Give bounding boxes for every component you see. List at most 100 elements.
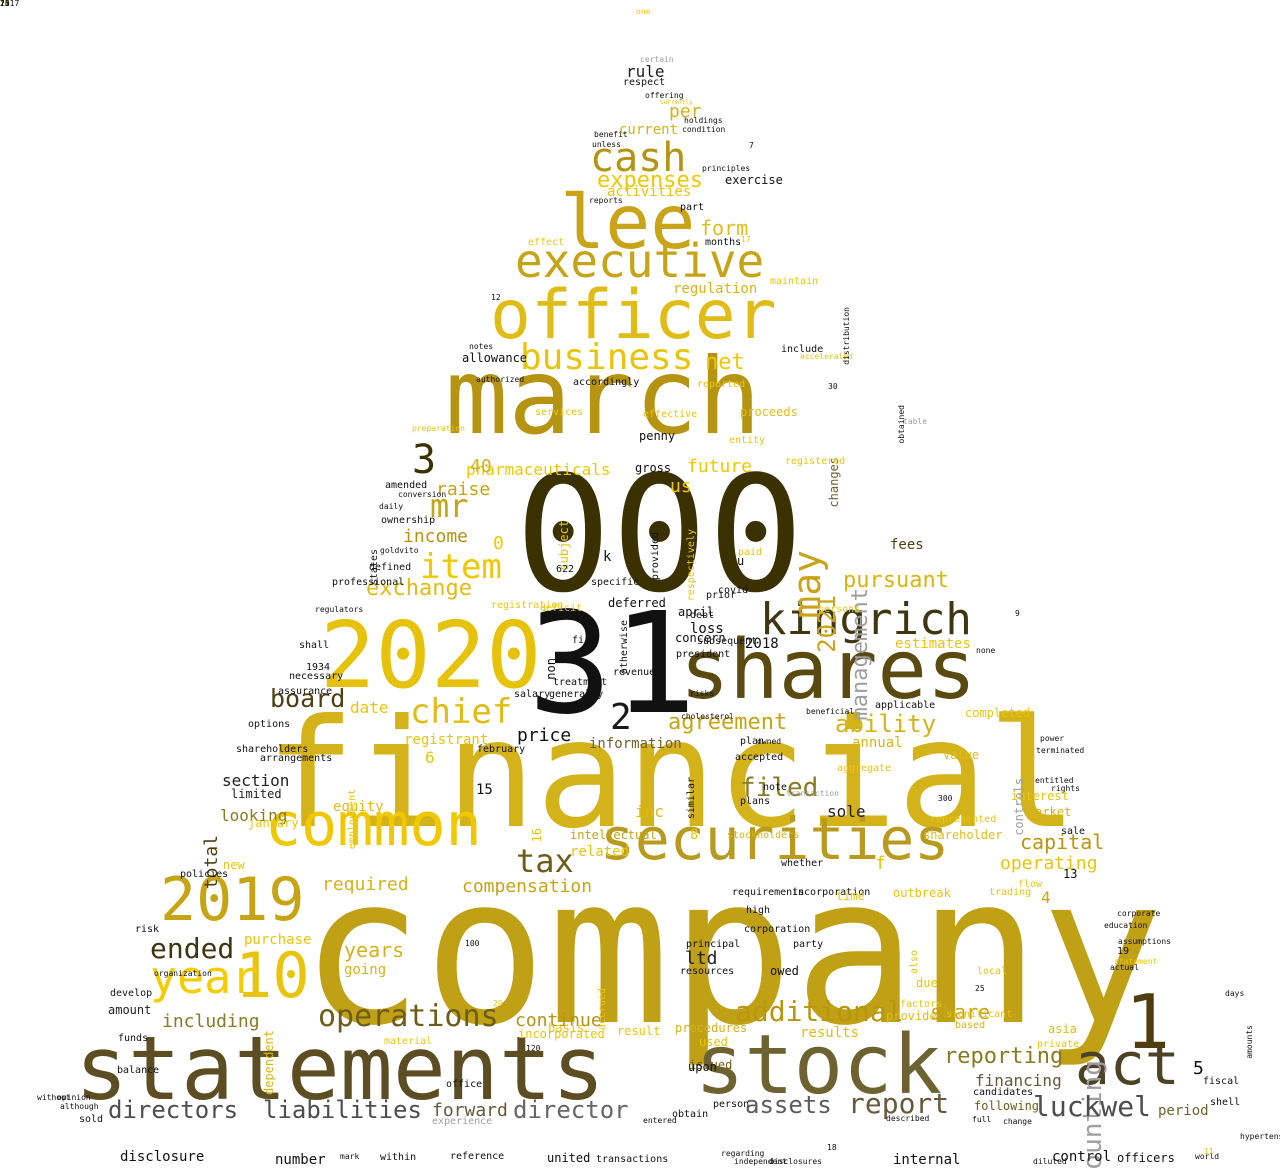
word-annual: annual [852, 735, 903, 751]
word-terminated: terminated [1036, 746, 1085, 755]
word-owned: owned [757, 737, 782, 746]
word-statements: statements [75, 1017, 605, 1120]
word-rule: rule [626, 62, 665, 81]
word-assurance: assurance [278, 686, 333, 697]
word-trading: trading [989, 887, 1032, 898]
word-value: value [943, 748, 980, 762]
word-incorporated: incorporated [518, 1027, 605, 1041]
word-date: date [350, 698, 389, 717]
word-regarding: regarding [721, 1149, 765, 1158]
word-act: act [1075, 1030, 1180, 1098]
word-including: including [162, 1011, 260, 1032]
word-entity: entity [729, 435, 766, 446]
word-benefit: benefit [594, 130, 628, 139]
word-principles: principles [702, 164, 751, 173]
word-deficit: deficit [540, 603, 583, 614]
word-000: 000 [515, 441, 804, 628]
word-ltd: ltd [685, 948, 718, 969]
word-provided: provided [650, 532, 661, 581]
word-net: net [705, 350, 745, 375]
word-share: share [930, 1000, 991, 1024]
word-2017: 2017 [0, 0, 20, 8]
word-applicable: applicable [875, 700, 936, 711]
word-activities: activities [607, 184, 692, 200]
word-power: power [1040, 734, 1065, 743]
word-prior: prior [706, 590, 737, 601]
word-k: k [603, 549, 612, 565]
word-disclosures: disclosures [769, 1157, 822, 1166]
word-kingrich: kingrich [760, 594, 972, 645]
word-information: information [589, 736, 682, 752]
word-offering: offering [645, 91, 684, 100]
word-cholesterol: cholesterol [681, 712, 734, 721]
word-debt: debt [690, 610, 715, 621]
word-2020: 2020 [320, 602, 542, 709]
word-provide: provide [886, 1009, 937, 1023]
word-1934: 1934 [306, 662, 331, 673]
word-private: private [1037, 1039, 1080, 1050]
word-300: 300 [938, 794, 953, 803]
word-notes: notes [469, 342, 494, 351]
word-75: 75 [0, 0, 10, 8]
word-financing: financing [975, 1071, 1062, 1090]
word-intellectual: intellectual [570, 828, 657, 842]
word-unless: unless [592, 140, 621, 149]
word-mark: mark [340, 1152, 360, 1161]
word-2: 2 [610, 697, 632, 738]
word-17: 17 [741, 235, 751, 244]
word-penny: penny [639, 429, 676, 443]
word-principal: principal [686, 939, 741, 950]
word-outbreak: outbreak [893, 886, 951, 900]
word-assets: assets [745, 1091, 832, 1119]
word-change: change [1003, 1117, 1032, 1126]
word-party: party [793, 939, 824, 950]
word-going: going [344, 962, 387, 978]
word-compensation: compensation [462, 876, 593, 897]
word-additional: additional [735, 995, 904, 1028]
word-salary: salary [514, 689, 551, 700]
word-forward: forward [432, 1100, 508, 1121]
word-reported: reported [697, 379, 746, 390]
word-employment: employment [347, 789, 358, 850]
word-exercise: exercise [725, 173, 783, 187]
word-february: february [477, 744, 526, 755]
word-stock: stock [695, 1018, 942, 1113]
word-represented: represented [930, 814, 997, 825]
word-14: 14 [0, 0, 10, 8]
word-fiscal: fiscal [1203, 1076, 1240, 1087]
word-procedures: procedures [675, 1021, 748, 1035]
word-obtained: obtained [897, 405, 906, 444]
word-amounts: amounts [1245, 1025, 1254, 1059]
word-candidates: candidates [973, 1087, 1034, 1098]
word-year: year [150, 951, 259, 1004]
word-months: months [705, 237, 742, 248]
word-concern: concern [675, 631, 726, 645]
word-ii: ii [0, 0, 10, 8]
word-common: common [265, 790, 482, 860]
word-risk: risk [135, 924, 160, 935]
word-control: control [1052, 1149, 1112, 1165]
word-persons: persons [818, 604, 861, 615]
word-continue: continue [515, 1010, 602, 1031]
word-period: period [1158, 1103, 1209, 1119]
word-non: non [544, 658, 558, 680]
word-sole: sole [827, 802, 866, 821]
word-otherwise: otherwise [619, 620, 630, 675]
word-entered: entered [643, 1116, 677, 1125]
word-sale: sale [1061, 826, 1086, 837]
word-accepted: accepted [735, 752, 784, 763]
word-corporation: corporation [744, 924, 811, 935]
word-options: options [248, 719, 291, 730]
word-officer: officer [490, 276, 777, 355]
word-years: years [344, 938, 405, 962]
word-regulators: regulators [315, 605, 364, 614]
word-9: 9 [1015, 609, 1020, 618]
word-100: 100 [465, 939, 480, 948]
word-result: result [617, 1024, 661, 1038]
word-requirements: requirements [732, 887, 805, 898]
word-120: 120 [526, 1044, 541, 1053]
word-f: f [875, 853, 886, 874]
word-current: current [619, 122, 679, 138]
word-conversion: conversion [398, 490, 447, 499]
